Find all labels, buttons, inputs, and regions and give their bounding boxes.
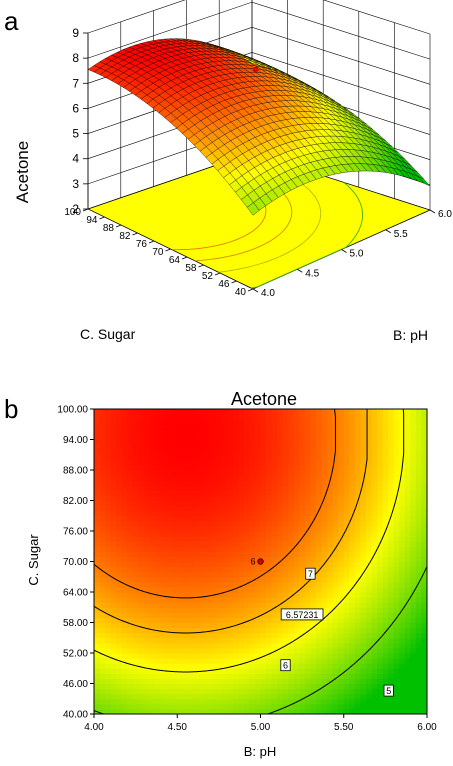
- x-tick-label-3d: 5.0: [350, 249, 364, 260]
- y-axis-label: C. Sugar: [80, 326, 136, 342]
- contour-label-1: 6.57231: [280, 608, 324, 621]
- contour-label-0: 7: [305, 567, 316, 580]
- y-tick-label-3d: 76: [136, 239, 148, 250]
- y-tick-label-3d: 40: [235, 287, 247, 298]
- contour-label-3: 5: [383, 684, 394, 697]
- y-tick-label-3d: 88: [103, 223, 115, 234]
- z-tick-label: 7: [72, 76, 79, 90]
- x-tick-label: 4.00: [84, 722, 104, 733]
- x-tick-label-3d: 4.0: [261, 288, 275, 299]
- contour-line-0: [94, 409, 336, 599]
- x-axis-label: B: pH: [393, 327, 428, 343]
- z-tick-label: 6: [72, 101, 79, 115]
- x-tick-label-3d: 6.0: [438, 209, 452, 220]
- y-tick-label: 76.00: [63, 527, 88, 538]
- y-tick-label: 46.00: [63, 679, 88, 690]
- x-tick-label: 5.00: [251, 722, 271, 733]
- z-tick-label: 4: [72, 152, 79, 166]
- y-tick-label: 40.00: [63, 710, 88, 721]
- z-tick-label: 5: [72, 127, 79, 141]
- design-point-marker: [257, 558, 264, 565]
- y-tick-label: 100.00: [57, 405, 88, 416]
- svg-text:6.57231: 6.57231: [286, 610, 319, 620]
- y-tick-label-3d: 46: [218, 279, 230, 290]
- design-point-marker-3d: [253, 66, 259, 72]
- z-tick-label: 9: [72, 26, 79, 40]
- svg-text:6: 6: [283, 661, 288, 671]
- contour-lines: [94, 409, 427, 714]
- design-point-label: 6: [251, 557, 256, 567]
- x-tick-label: 6.00: [417, 722, 437, 733]
- contour-line-2: [94, 409, 405, 673]
- contour-plot-panel: b Acetone 4.00 4.50 5.00 5.50 6.00 40.00 46.00…: [4, 389, 437, 759]
- y-tick-label: 58.00: [63, 618, 88, 629]
- z-tick-label: 3: [72, 177, 79, 191]
- y-tick-label-3d: 52: [202, 271, 214, 282]
- svg-text:7: 7: [308, 569, 313, 579]
- y-tick-label: 94.00: [63, 435, 88, 446]
- y-tick-label: 88.00: [63, 466, 88, 477]
- surface-axes: 2 3 4 5 6 7 8 9 100 94 88 82 76 70 64 58 52 46 40 4.0 4.5 5.0…: [64, 26, 452, 299]
- y-tick-label-3d: 100: [64, 207, 81, 218]
- y-axis-label-b: C. Sugar: [26, 534, 41, 586]
- y-tick-label-3d: 94: [86, 215, 98, 226]
- contour-label-2: 6: [280, 659, 291, 672]
- contour-line-1: [94, 409, 368, 634]
- z-axis-label: Acetone: [13, 141, 32, 203]
- contour-axes: 4.00 4.50 5.00 5.50 6.00 40.00 46.00 52.00 58.00…: [57, 405, 437, 734]
- x-tick-label: 4.50: [168, 722, 188, 733]
- chart-title: Acetone: [231, 389, 297, 409]
- y-tick-label: 64.00: [63, 588, 88, 599]
- x-tick-label-3d: 5.5: [394, 229, 408, 240]
- response-surface: [87, 38, 431, 216]
- y-tick-label-3d: 64: [169, 255, 181, 266]
- surface-plot-panel: a 2 3 4 5 6 7 8 9 100 94 88 82 76 70 64 58 52 46 40 4.0 4.5 5…: [4, 0, 452, 343]
- y-tick-label: 70.00: [63, 557, 88, 568]
- y-tick-label-3d: 70: [152, 247, 164, 258]
- x-tick-label-3d: 4.5: [305, 268, 319, 279]
- y-tick-label: 52.00: [63, 649, 88, 660]
- y-tick-label: 82.00: [63, 496, 88, 507]
- panel-label-a: a: [4, 6, 19, 36]
- z-tick-label: 8: [72, 51, 79, 65]
- z-tick-label: 2: [72, 202, 79, 216]
- y-tick-label-3d: 82: [119, 231, 131, 242]
- x-axis-label-b: B: pH: [244, 744, 277, 759]
- y-tick-label-3d: 58: [185, 263, 197, 274]
- contour-labels: 7 6.57231 6 5: [280, 567, 394, 697]
- svg-text:5: 5: [386, 686, 391, 696]
- contour-fill: [94, 409, 427, 714]
- x-tick-label: 5.50: [334, 722, 354, 733]
- panel-label-b: b: [4, 394, 18, 424]
- design-point: 6: [251, 557, 264, 567]
